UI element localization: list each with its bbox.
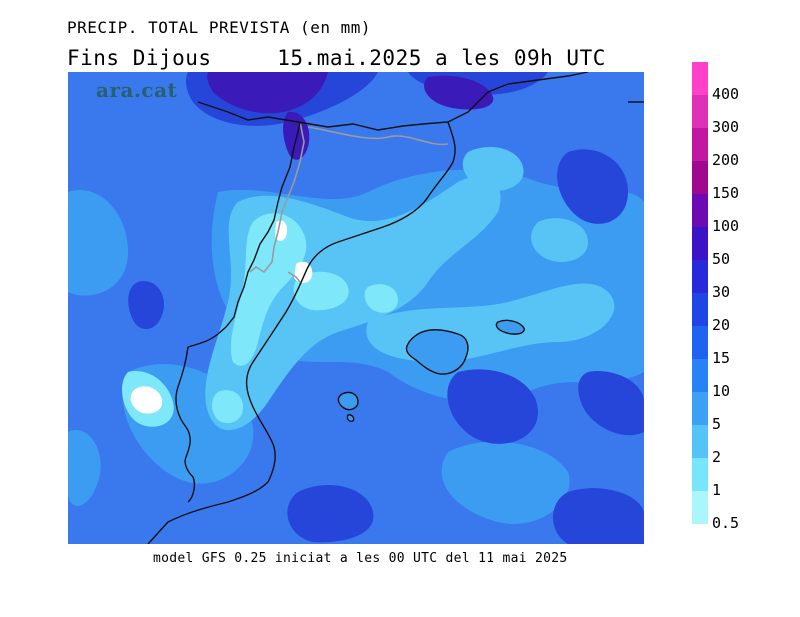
colorbar-label: 30 xyxy=(712,283,731,301)
colorbar-label: 100 xyxy=(712,217,740,235)
map-subtitle-date: Fins Dijous 15.mai.2025 a les 09h UTC xyxy=(67,46,606,70)
colorbar-label: 400 xyxy=(712,85,740,103)
precipitation-colorbar xyxy=(692,62,708,524)
colorbar-swatch xyxy=(692,62,708,95)
watermark-logo: ara.cat xyxy=(96,78,178,102)
colorbar-label: 150 xyxy=(712,184,740,202)
colorbar-label: 0.5 xyxy=(712,514,740,532)
colorbar-swatch xyxy=(692,392,708,425)
rain-band-dry xyxy=(130,220,313,414)
colorbar-swatch xyxy=(692,326,708,359)
coastline xyxy=(147,72,644,544)
colorbar-swatch xyxy=(692,194,708,227)
colorbar-label: 15 xyxy=(712,349,731,367)
border-lines xyxy=(249,121,449,283)
colorbar-label: 20 xyxy=(712,316,731,334)
colorbar-swatch xyxy=(692,227,708,260)
colorbar-swatch xyxy=(692,293,708,326)
colorbar-swatch xyxy=(692,359,708,392)
colorbar-swatch xyxy=(692,128,708,161)
precipitation-map-svg xyxy=(68,72,644,544)
colorbar-swatch xyxy=(692,95,708,128)
colorbar-label: 2 xyxy=(712,448,722,466)
colorbar-label: 200 xyxy=(712,151,740,169)
colorbar-label: 5 xyxy=(712,415,722,433)
colorbar-label: 300 xyxy=(712,118,740,136)
colorbar-swatch xyxy=(692,458,708,491)
colorbar-swatch xyxy=(692,491,708,524)
colorbar-swatch xyxy=(692,425,708,458)
precipitation-map xyxy=(68,72,644,544)
colorbar-label: 10 xyxy=(712,382,731,400)
rain-band-50mm xyxy=(207,72,494,160)
colorbar-swatch xyxy=(692,260,708,293)
colorbar-label: 1 xyxy=(712,481,722,499)
model-run-footer: model GFS 0.25 iniciat a les 00 UTC del … xyxy=(153,551,568,566)
balearic-islands xyxy=(337,319,525,422)
colorbar-swatch xyxy=(692,161,708,194)
colorbar-label: 50 xyxy=(712,250,731,268)
map-title: PRECIP. TOTAL PREVISTA (en mm) xyxy=(67,18,371,37)
